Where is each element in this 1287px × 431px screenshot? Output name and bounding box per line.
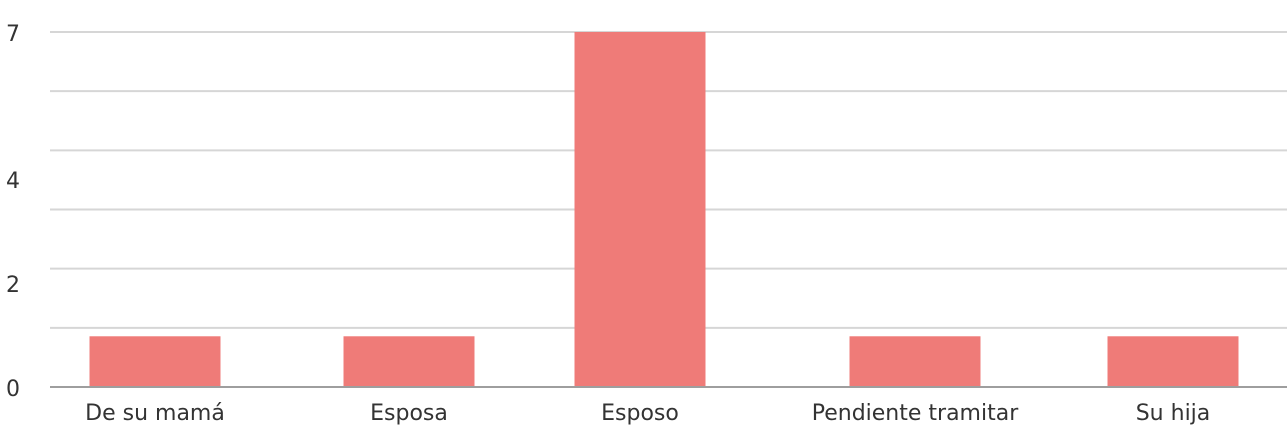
x-category-label: Pendiente tramitar [812, 401, 1019, 426]
y-tick-label: 2 [6, 273, 20, 298]
bar-2 [574, 32, 706, 387]
x-category-label: De su mamá [85, 401, 225, 426]
bar-1 [343, 336, 475, 387]
x-axis-category-labels: De su mamá Esposa Esposo Pendiente tramitar… [85, 401, 1210, 426]
y-tick-label: 0 [6, 377, 20, 402]
bar-4 [1107, 336, 1239, 387]
x-category-label: Su hija [1136, 401, 1211, 426]
bar-0 [89, 336, 221, 387]
bar-3 [849, 336, 981, 387]
y-axis-tick-labels: 0 2 4 7 [6, 22, 20, 402]
y-tick-label: 4 [6, 169, 20, 194]
y-tick-label: 7 [6, 22, 20, 47]
bars [89, 32, 1239, 387]
x-category-label: Esposa [370, 401, 448, 426]
x-category-label: Esposo [601, 401, 679, 426]
